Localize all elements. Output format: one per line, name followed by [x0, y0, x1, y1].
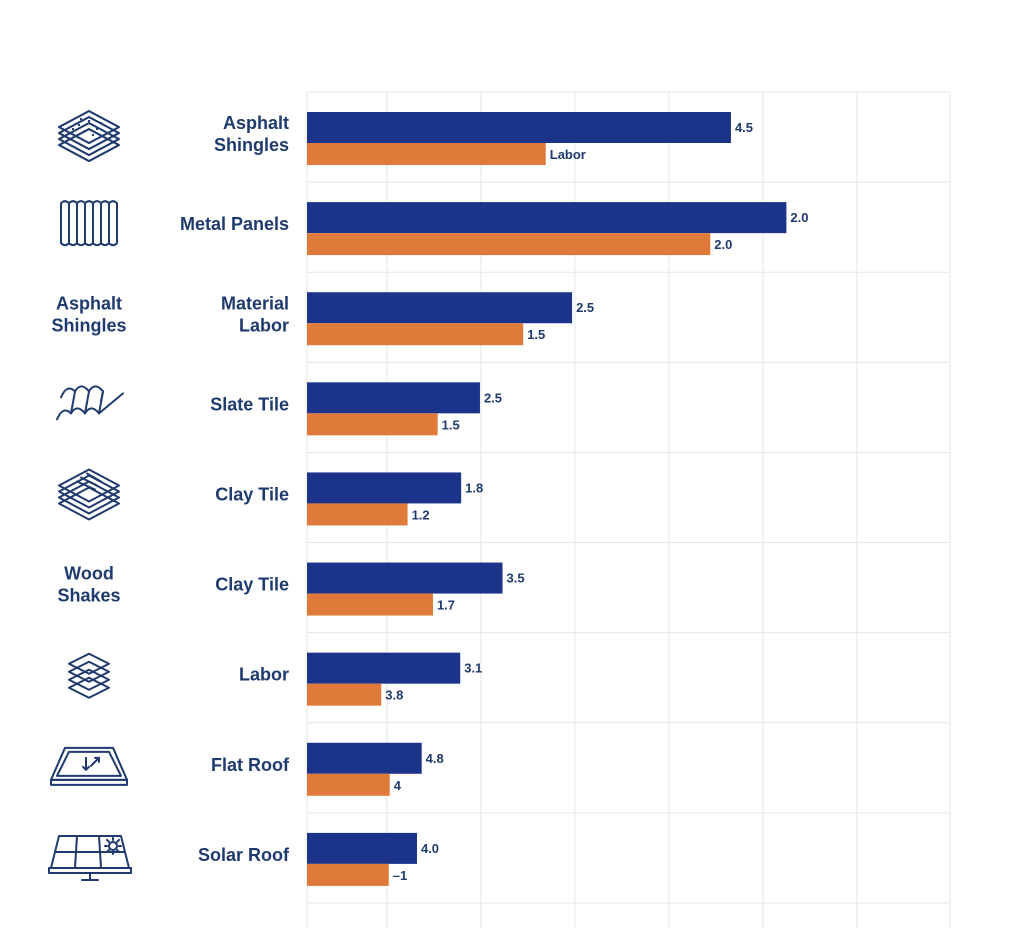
- bar-labor: [307, 683, 382, 706]
- bar-labor: [307, 773, 390, 796]
- value-label-labor: 4: [394, 778, 402, 793]
- value-label-labor: 1.5: [442, 417, 460, 432]
- bar-material: [307, 472, 462, 504]
- category-label: Metal Panels: [180, 214, 289, 234]
- value-label-material: 1.8: [465, 480, 483, 495]
- category-label: Clay Tile: [215, 485, 289, 505]
- metal-panel-icon: [60, 200, 118, 247]
- bar-material: [307, 562, 503, 594]
- layered-sheets-icon: [58, 468, 120, 521]
- category-label: Solar Roof: [198, 845, 290, 865]
- value-label-labor: –1: [393, 868, 407, 883]
- roof-tiles-icon: [56, 385, 124, 421]
- value-label-material: 2.5: [484, 390, 502, 405]
- bar-material: [307, 202, 787, 234]
- value-label-labor: 2.0: [714, 237, 732, 252]
- value-label-material: 4.5: [735, 120, 753, 135]
- bar-labor: [307, 863, 389, 886]
- bar-labor: [307, 413, 438, 436]
- flat-roof-icon: [50, 746, 128, 786]
- bar-material: [307, 742, 422, 774]
- bar-labor: [307, 323, 524, 346]
- bar-labor: [307, 503, 408, 526]
- bar-material: [307, 112, 731, 143]
- bar-labor: [307, 143, 546, 165]
- bar-labor: [307, 593, 433, 616]
- bar-material: [307, 382, 480, 414]
- value-label-material: 4.8: [426, 751, 444, 766]
- bars: 4.5 Labor 2.0 2.0 2.5 1.5 2.5 1.5 1.8 1.2 3.5 1.7 3.…: [307, 112, 808, 886]
- icon-caption: Asphalt Shingles: [51, 293, 126, 335]
- category-label: Slate Tile: [210, 394, 289, 414]
- value-label-labor: 1.7: [437, 598, 455, 613]
- category-icons: Asphalt Shingles Wood Shakes: [48, 110, 132, 881]
- stacked-layers-icon: [68, 652, 110, 699]
- category-label: Material Labor: [221, 293, 289, 335]
- bar-material: [307, 292, 573, 324]
- value-label-material: 3.1: [464, 661, 482, 676]
- value-label-material: 3.5: [507, 571, 525, 586]
- category-label: Clay Tile: [215, 575, 289, 595]
- icon-caption: Wood Shakes: [57, 564, 120, 606]
- category-label: Asphalt Shingles: [214, 113, 289, 155]
- shingle-stack-icon: [58, 110, 120, 163]
- value-label-material: 2.0: [790, 210, 808, 225]
- value-label-labor: 1.5: [527, 327, 545, 342]
- category-label: Labor: [239, 665, 289, 685]
- value-label-labor: 3.8: [385, 688, 403, 703]
- value-label-material: 4.0: [421, 841, 439, 856]
- category-label: Flat Roof: [211, 755, 290, 775]
- bar-material: [307, 832, 417, 864]
- value-label-labor: 1.2: [412, 507, 430, 522]
- category-labels: Asphalt Shingles Metal Panels Material Labor…: [180, 113, 290, 865]
- value-label-material: 2.5: [576, 300, 594, 315]
- value-label-labor: Labor: [550, 147, 586, 162]
- bar-material: [307, 652, 461, 684]
- bar-labor: [307, 233, 711, 256]
- solar-panel-icon: [48, 834, 132, 881]
